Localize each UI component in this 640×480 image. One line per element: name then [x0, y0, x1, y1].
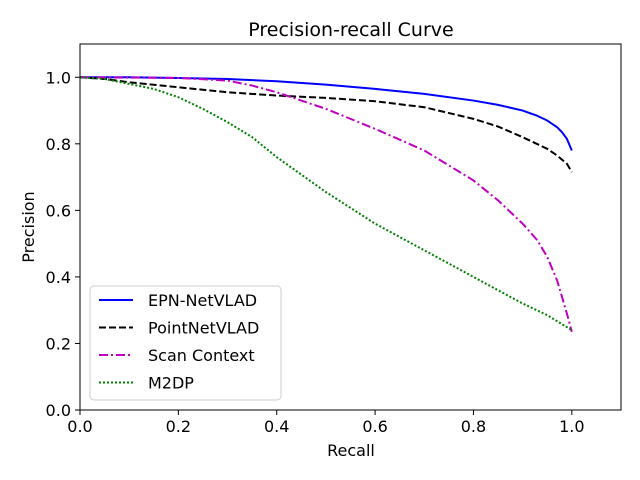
y-axis: 0.0 0.2 0.4 0.6 0.8 1.0 [46, 68, 80, 420]
y-tick-label: 0.8 [46, 135, 71, 154]
x-tick-label: 0.2 [166, 417, 191, 436]
legend-label: M2DP [148, 374, 194, 393]
legend-box [89, 285, 282, 401]
legend: EPN-NetVLAD PointNetVLAD Scan Context M2DP [89, 285, 282, 401]
series-line-epn-netvlad [80, 76, 573, 151]
x-axis-label: Recall [327, 441, 375, 460]
y-tick-label: 0.0 [46, 401, 71, 420]
x-tick-label: 0.8 [461, 417, 486, 436]
legend-label: PointNetVLAD [148, 319, 259, 338]
x-axis: 0.0 0.2 0.4 0.6 0.8 1.0 [67, 410, 585, 436]
y-tick-label: 0.4 [46, 268, 71, 287]
y-tick-label: 0.6 [46, 201, 71, 220]
y-tick-label: 1.0 [46, 68, 71, 87]
series-line-m2dp [80, 76, 573, 332]
y-tick-label: 0.2 [46, 334, 71, 353]
x-tick-label: 1.0 [559, 417, 584, 436]
y-axis-label: Precision [19, 191, 38, 262]
x-tick-label: 0.0 [67, 417, 92, 436]
series-line-scan-context [80, 76, 573, 333]
series-layer [80, 76, 573, 333]
legend-label: Scan Context [148, 346, 255, 365]
legend-label: EPN-NetVLAD [148, 291, 257, 310]
series-line-pointnetvlad [80, 76, 573, 173]
x-tick-label: 0.4 [264, 417, 289, 436]
chart-title: Precision-recall Curve [248, 19, 453, 41]
x-tick-label: 0.6 [362, 417, 387, 436]
plot-frame [79, 43, 622, 411]
